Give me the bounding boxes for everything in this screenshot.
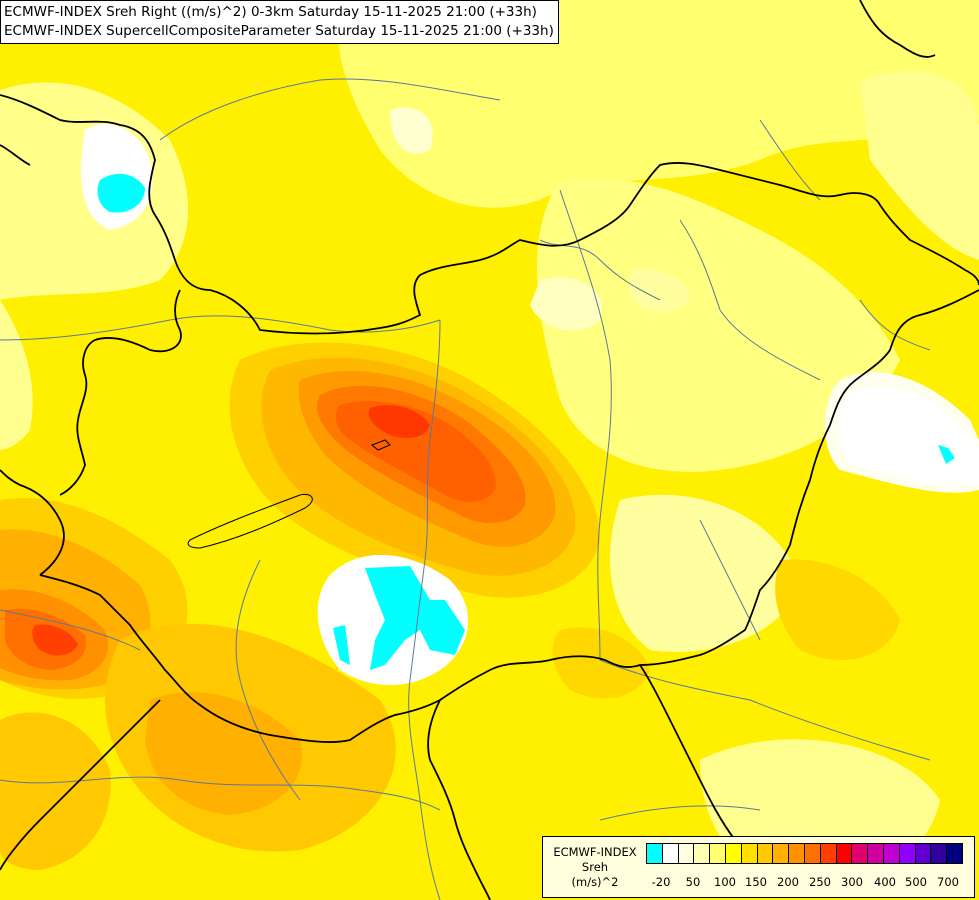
legend-tick-label: 250	[809, 875, 831, 889]
legend-swatch	[899, 843, 916, 864]
legend-source: ECMWF-INDEX	[553, 845, 637, 859]
white-zone-east	[839, 387, 979, 486]
legend-swatch	[678, 843, 695, 864]
legend-swatch	[647, 843, 663, 864]
lake-small	[371, 439, 391, 451]
warm-zone-south-inner	[145, 692, 302, 815]
rivers	[0, 78, 931, 900]
title-line-1: ECMWF-INDEX Sreh Right ((m/s)^2) 0-3km S…	[4, 4, 537, 20]
legend-swatch	[804, 843, 821, 864]
legend-swatch	[741, 843, 758, 864]
negative-zone	[97, 173, 955, 685]
legend-tick-label: -20	[651, 875, 671, 889]
legend-unit: (m/s)^2	[571, 875, 619, 889]
cyan-spot-east	[938, 445, 955, 464]
pale-zone-north	[337, 0, 979, 208]
pale-spot-3	[390, 107, 433, 154]
legend-swatch	[931, 843, 948, 864]
legend-swatch	[820, 843, 837, 864]
lake	[187, 493, 313, 549]
warm-zone-east	[775, 559, 900, 660]
legend-tick-label: 200	[777, 875, 799, 889]
legend-tick-label: 500	[905, 875, 927, 889]
title-line-2: ECMWF-INDEX SupercellCompositeParameter …	[4, 23, 554, 39]
pale-zone-ne	[860, 70, 979, 260]
legend-swatch	[915, 843, 932, 864]
legend-swatch	[947, 843, 963, 864]
warm-core-central	[229, 342, 600, 598]
legend-swatch	[883, 843, 900, 864]
warm-zone-south-east	[552, 627, 650, 699]
legend-swatch	[694, 843, 711, 864]
legend-tick-label: 50	[685, 875, 701, 889]
legend-swatches	[646, 843, 963, 864]
legend-tick-label: 400	[874, 875, 896, 889]
pale-zone-west	[0, 300, 33, 450]
legend-swatch	[757, 843, 774, 864]
warm-zone-south-west	[0, 712, 111, 870]
pale-spot-2	[630, 269, 690, 313]
legend-swatch	[789, 843, 805, 864]
pale-spot-1	[530, 277, 602, 331]
legend-swatch	[836, 843, 853, 864]
legend: ECMWF-INDEX Sreh (m/s)^2 -20 50 100 150 200 2…	[542, 836, 975, 898]
legend-swatch	[868, 843, 884, 864]
legend-swatch	[773, 843, 790, 864]
legend-variable: Sreh	[581, 860, 609, 874]
legend-swatch	[725, 843, 742, 864]
legend-swatch	[710, 843, 726, 864]
legend-tick-label: 300	[841, 875, 863, 889]
cyan-spot-northwest	[97, 173, 145, 213]
pale-zone-east-central	[536, 178, 900, 472]
title-box: ECMWF-INDEX Sreh Right ((m/s)^2) 0-3km S…	[0, 0, 559, 44]
legend-swatch	[662, 843, 679, 864]
legend-swatch	[852, 843, 869, 864]
legend-title: ECMWF-INDEX Sreh (m/s)^2	[545, 845, 645, 890]
legend-tick-label: 700	[937, 875, 959, 889]
legend-tick-label: 100	[714, 875, 736, 889]
legend-tick-label: 150	[745, 875, 767, 889]
